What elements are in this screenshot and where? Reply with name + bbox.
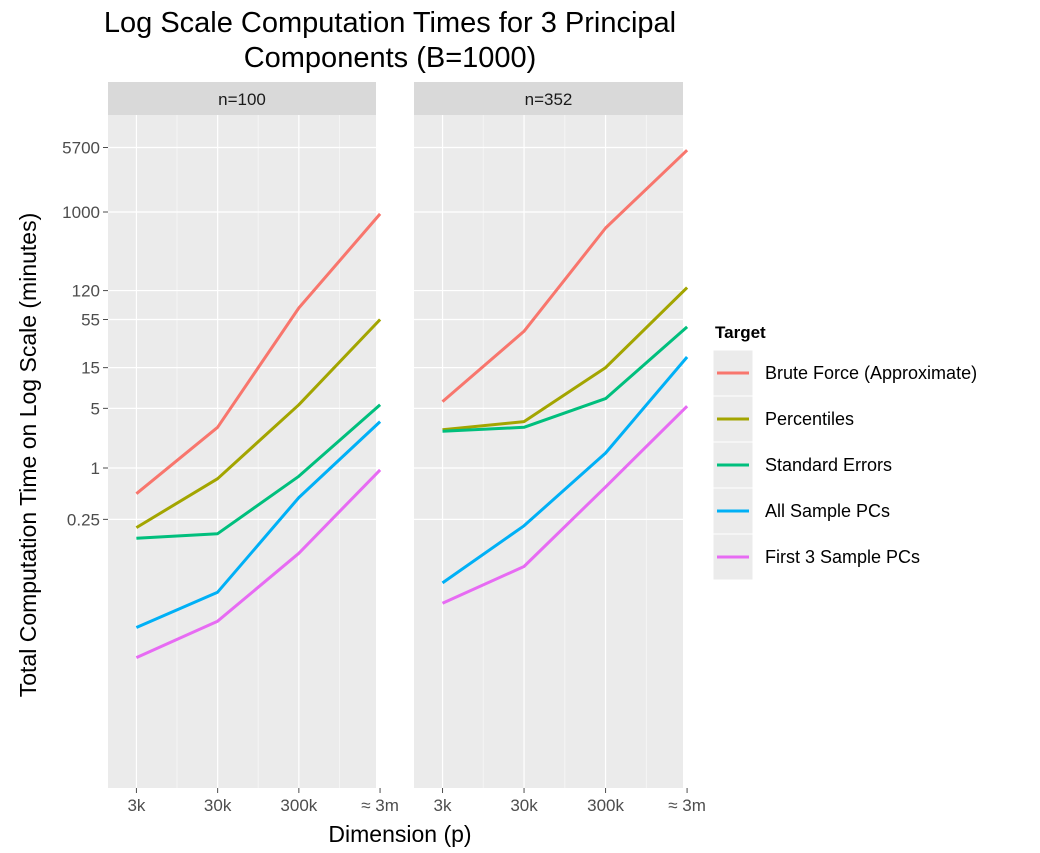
y-tick-label: 1000 [62,203,100,222]
series-line [135,212,382,495]
facet-strip-label: n=352 [525,90,573,109]
series-line [441,405,689,605]
x-tick-label: 3k [434,796,452,815]
panel-background [108,115,376,788]
y-axis-title: Total Computation Time on Log Scale (min… [15,213,41,698]
series-line [441,149,689,403]
x-tick-label: 300k [587,796,624,815]
chart-title-line-1: Log Scale Computation Times for 3 Princi… [104,7,676,39]
x-tick-label: 300k [280,796,317,815]
x-axis-title: Dimension (p) [328,821,471,847]
series-line [135,420,382,629]
legend: Target Brute Force (Approximate) Percenti… [712,323,977,581]
x-tick-label: 30k [204,796,232,815]
legend-label: Percentiles [765,409,854,429]
y-tick-label: 5700 [62,139,100,158]
series-line [442,286,689,432]
y-tick-label: 0.25 [67,510,100,529]
chart-title-line-2: Components (B=1000) [244,42,537,74]
panel-n=352: n=352 3k 30k 300k ≈ 3m [414,82,706,815]
x-tick-label: 30k [510,796,538,815]
facet-strip [108,82,376,115]
facet-strip-label: n=100 [218,90,266,109]
legend-label: Standard Errors [765,455,892,475]
y-tick-label: 5 [91,399,100,418]
series-line [442,325,689,433]
y-tick-label: 1 [91,459,100,478]
panel-background [414,115,683,788]
legend-label: Brute Force (Approximate) [765,363,977,383]
legend-label: First 3 Sample PCs [765,547,920,567]
series-line [136,403,382,540]
y-tick-label: 120 [72,282,100,301]
x-tick-label: ≈ 3m [361,796,399,815]
x-tick-label: ≈ 3m [668,796,706,815]
y-tick-label: 15 [81,359,100,378]
legend-label: All Sample PCs [765,501,890,521]
y-tick-label: 55 [81,310,100,329]
series-line [135,468,382,659]
series-line [441,356,689,585]
legend-title: Target [715,323,766,342]
x-tick-label: 3k [127,796,145,815]
series-line [135,318,382,529]
facet-strip [414,82,683,115]
